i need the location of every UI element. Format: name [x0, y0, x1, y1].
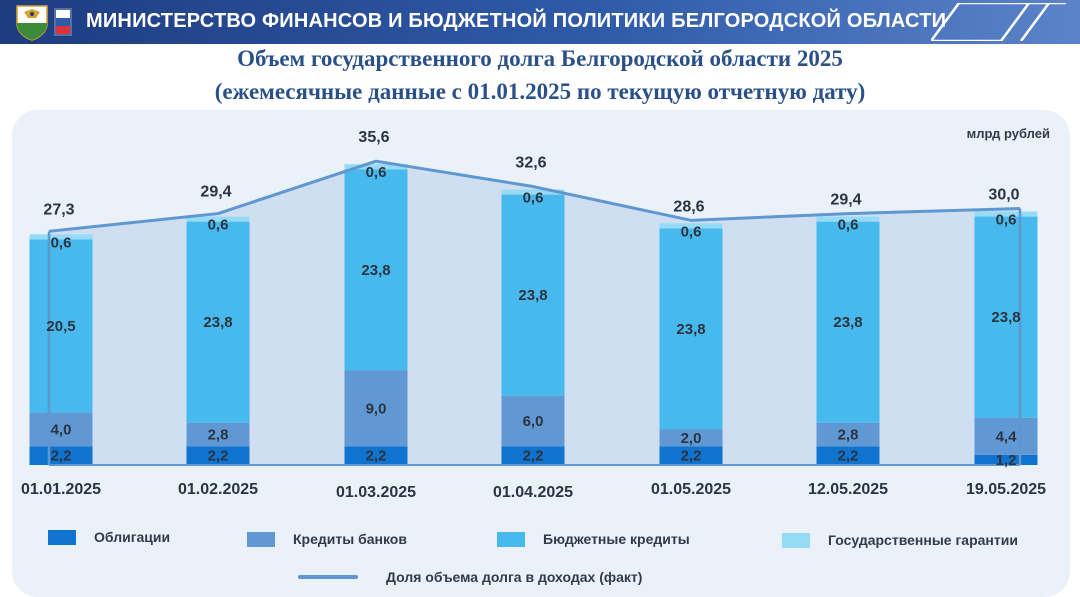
bar-segment-budget-loans — [659, 228, 723, 430]
bar-segment-bank-loans — [816, 422, 880, 447]
segment-label-bonds: 1,2 — [996, 452, 1017, 469]
segment-label-guarantees: 0,6 — [996, 212, 1017, 229]
segment-label-bank-loans: 9,0 — [366, 400, 387, 417]
category-label: 01.05.2025 — [651, 481, 731, 498]
bar-segment-bonds — [186, 446, 250, 465]
legend-item-debt-share: Доля объема долга в доходах (факт) — [298, 569, 642, 585]
bar-segment-bank-loans — [344, 370, 408, 447]
legend-label-debt-share: Доля объема долга в доходах (факт) — [386, 569, 643, 585]
bar-segment-bonds — [344, 446, 408, 465]
segment-label-budget-loans: 23,8 — [676, 321, 705, 338]
segment-label-budget-loans: 23,8 — [991, 309, 1020, 326]
total-label: 28,6 — [673, 198, 704, 215]
segment-label-bonds: 2,2 — [366, 448, 387, 465]
segment-label-bank-loans: 6,0 — [523, 413, 544, 430]
chart-subtitle: (ежемесячные данные с 01.01.2025 по теку… — [214, 79, 866, 104]
segment-label-guarantees: 0,6 — [838, 217, 859, 234]
category-label: 01.01.2025 — [21, 481, 101, 498]
legend-item-bank-loans: Кредиты банков — [247, 531, 407, 547]
segment-label-budget-loans: 23,8 — [518, 287, 547, 304]
debt-share-line — [48, 159, 1021, 233]
bar-segment-budget-loans — [29, 239, 93, 413]
legend-swatch-guarantees — [782, 532, 810, 548]
header-title: МИНИСТЕРСТВО ФИНАНСОВ И БЮДЖЕТНОЙ ПОЛИТИ… — [86, 10, 947, 32]
category-label: 01.02.2025 — [178, 481, 258, 498]
bar-segment-bank-loans — [659, 429, 723, 447]
segment-label-bank-loans: 4,4 — [996, 428, 1018, 445]
bar-segment-bonds — [501, 446, 565, 465]
bar-segment-bonds — [816, 446, 880, 465]
legend-label-bank-loans: Кредиты банков — [293, 531, 407, 547]
segment-label-bonds: 2,2 — [681, 448, 702, 465]
segment-label-bank-loans: 4,0 — [51, 422, 72, 439]
segment-label-bonds: 2,2 — [51, 448, 72, 465]
total-label: 29,4 — [200, 184, 231, 201]
category-label: 01.03.2025 — [336, 484, 416, 501]
total-label: 32,6 — [515, 155, 546, 172]
segment-label-guarantees: 0,6 — [681, 223, 702, 240]
segment-label-bank-loans: 2,8 — [838, 427, 859, 444]
total-label: 30,0 — [988, 187, 1019, 204]
legend-line-debt-share — [298, 575, 358, 579]
segment-label-budget-loans: 23,8 — [361, 262, 390, 279]
legend-swatch-bank-loans — [247, 531, 275, 547]
legend-swatch-bonds — [48, 529, 76, 545]
segment-label-budget-loans: 23,8 — [833, 314, 862, 331]
bar-segment-guarantees — [186, 216, 250, 222]
bar-segment-guarantees — [816, 216, 880, 222]
segment-label-bonds: 2,2 — [838, 448, 859, 465]
legend-item-budget-loans: Бюджетные кредиты — [497, 531, 690, 547]
segment-label-bank-loans: 2,0 — [681, 430, 702, 447]
segment-label-bonds: 2,2 — [523, 448, 544, 465]
bar-segment-budget-loans — [501, 194, 565, 396]
bar-segment-budget-loans — [344, 169, 408, 371]
category-label: 12.05.2025 — [808, 481, 888, 498]
bar-segment-guarantees — [974, 211, 1038, 217]
segment-label-bonds: 2,2 — [208, 448, 229, 465]
total-label: 27,3 — [43, 201, 74, 218]
segment-label-guarantees: 0,6 — [51, 234, 72, 251]
bar-segment-budget-loans — [186, 221, 250, 423]
bar-segment-bank-loans — [29, 412, 93, 447]
bar-segment-bonds — [974, 454, 1038, 465]
belgorod-coat-of-arms-icon — [16, 5, 48, 41]
segment-label-budget-loans: 20,5 — [46, 318, 75, 335]
header-bar: МИНИСТЕРСТВО ФИНАНСОВ И БЮДЖЕТНОЙ ПОЛИТИ… — [0, 0, 1080, 44]
bar-segment-bank-loans — [974, 417, 1038, 455]
unit-label: млрд рублей — [966, 126, 1050, 141]
legend-label-bonds: Облигации — [94, 529, 171, 545]
segment-label-guarantees: 0,6 — [366, 164, 387, 181]
total-label: 29,4 — [830, 192, 861, 209]
bar-segment-bonds — [29, 446, 93, 465]
legend-label-budget-loans: Бюджетные кредиты — [543, 531, 690, 547]
category-label: 01.04.2025 — [493, 484, 573, 501]
bar-segment-budget-loans — [816, 221, 880, 423]
bar-segment-budget-loans — [974, 216, 1038, 418]
segment-label-guarantees: 0,6 — [523, 190, 544, 207]
segment-label-guarantees: 0,6 — [208, 217, 229, 234]
bar-segment-bank-loans — [501, 395, 565, 447]
legend-item-bonds: Облигации — [48, 529, 170, 545]
segment-label-bank-loans: 2,8 — [208, 427, 229, 444]
bar-segment-guarantees — [659, 223, 723, 229]
bar-segment-guarantees — [501, 189, 565, 195]
bar-segment-bonds — [659, 446, 723, 465]
diagonal-stripes-icon — [931, 3, 1066, 41]
segment-label-budget-loans: 23,8 — [203, 314, 232, 331]
legend-label-guarantees: Государственные гарантии — [828, 532, 1018, 548]
legend-swatch-budget-loans — [497, 531, 525, 547]
bar-segment-bank-loans — [186, 422, 250, 447]
category-label: 19.05.2025 — [966, 481, 1046, 498]
legend-item-guarantees: Государственные гарантии — [782, 532, 1018, 548]
flag-ribbon-icon — [54, 8, 72, 36]
bar-segment-guarantees — [29, 234, 93, 240]
chart-title: Объем государственного долга Белгородско… — [237, 46, 843, 71]
total-label: 35,6 — [358, 129, 389, 146]
bar-segment-guarantees — [344, 164, 408, 170]
